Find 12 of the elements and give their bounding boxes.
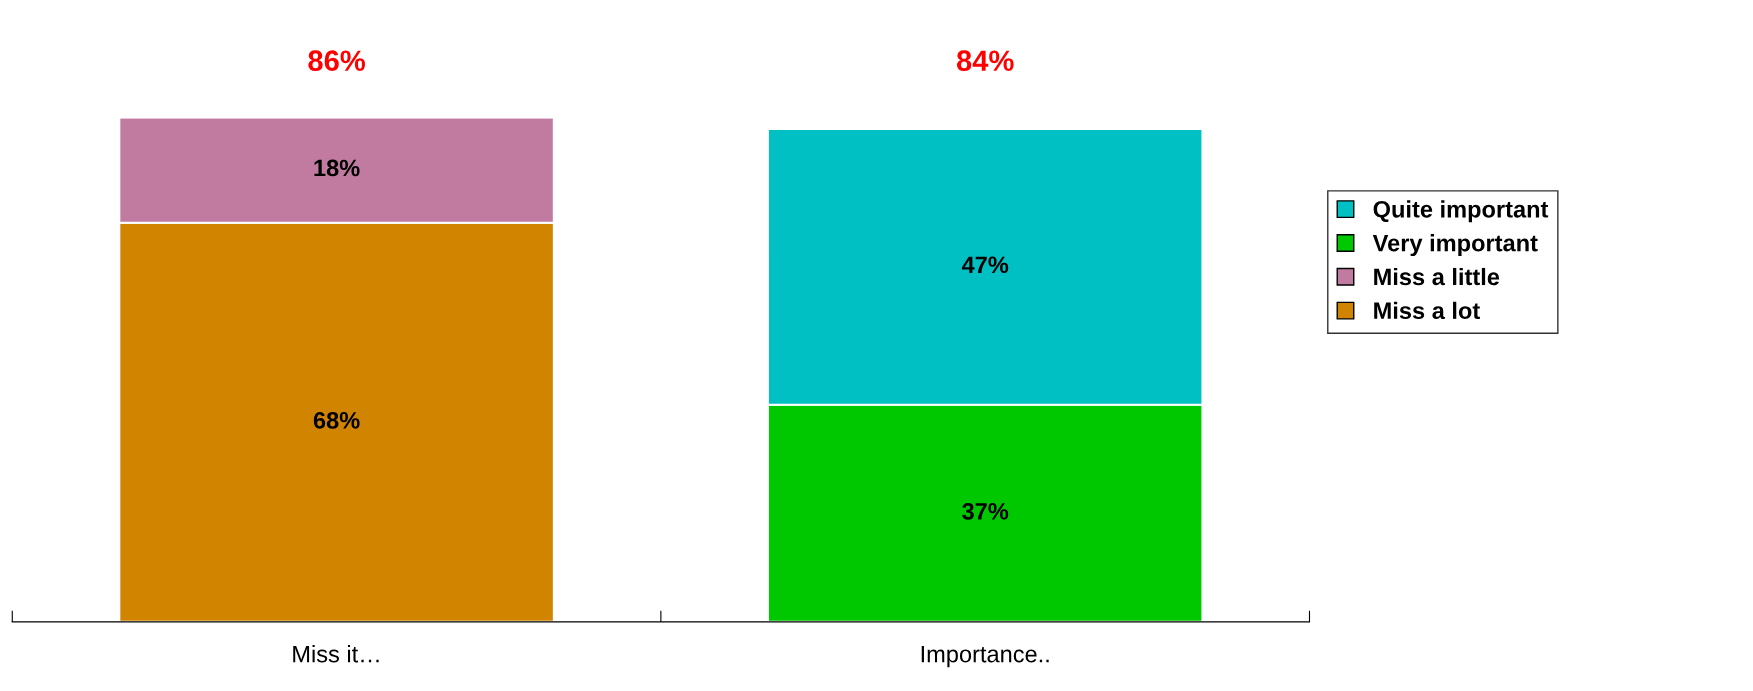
data-label: 68%: [313, 411, 360, 429]
total-label: 86%: [308, 50, 365, 72]
legend-label: Miss a lot: [1374, 301, 1480, 320]
legend-label: Very important: [1372, 234, 1538, 257]
data-label: 37%: [962, 502, 1009, 520]
x-tick-label: Miss it…: [293, 645, 379, 663]
data-label: 47%: [961, 256, 1009, 274]
total-label: 84%: [956, 50, 1014, 72]
x-tick-label: Importance..: [921, 645, 1049, 668]
legend-label: Miss a little: [1374, 267, 1500, 286]
legend-label: Quite important: [1373, 200, 1549, 223]
data-label: 18%: [314, 159, 360, 177]
